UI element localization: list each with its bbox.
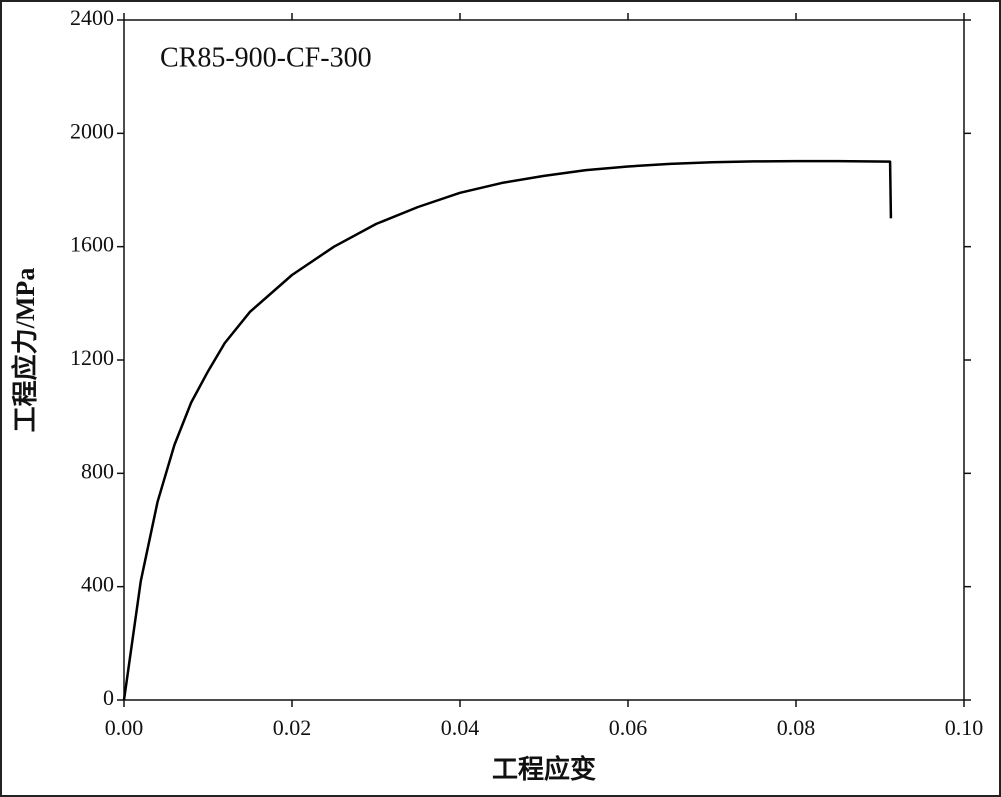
x-tick-label: 0.06	[609, 715, 648, 740]
y-axis-title: 工程应力/MPa	[10, 268, 40, 433]
y-tick-label: 1200	[70, 345, 114, 370]
data-line	[122, 159, 893, 701]
y-tick-label: 2400	[70, 5, 114, 30]
plot-frame	[123, 19, 965, 701]
annotation: CR85-900-CF-300	[160, 42, 372, 73]
y-tick-label: 0	[103, 685, 114, 710]
y-tick-label: 800	[81, 458, 114, 483]
x-tick-label: 0.00	[105, 715, 144, 740]
y-tick-label: 2000	[70, 118, 114, 143]
y-tick-label: 400	[81, 572, 114, 597]
x-tick-label: 0.10	[945, 715, 984, 740]
x-tick-label: 0.02	[273, 715, 312, 740]
x-axis-title: 工程应变	[492, 754, 596, 784]
x-tick-label: 0.08	[777, 715, 816, 740]
y-tick-label: 1600	[70, 232, 114, 257]
x-tick-label: 0.04	[441, 715, 480, 740]
